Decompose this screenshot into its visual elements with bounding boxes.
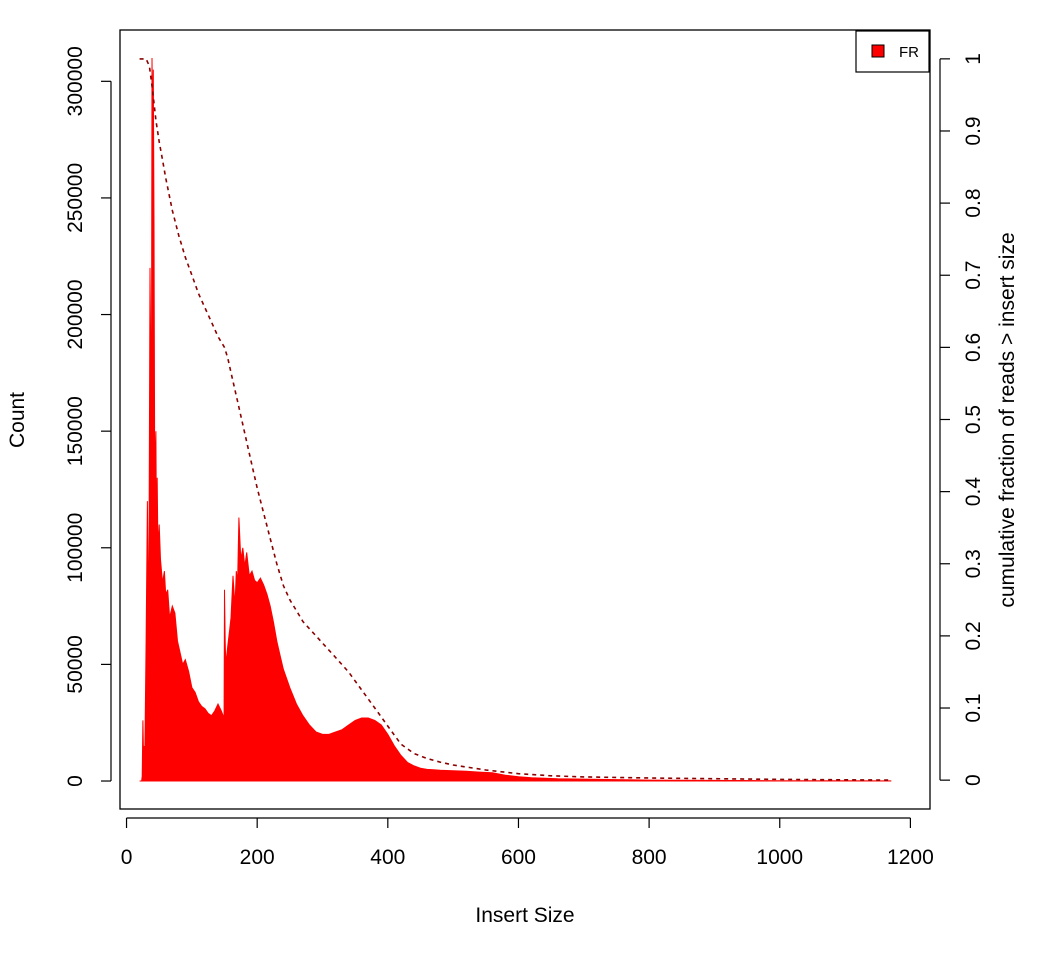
legend-label-fr: FR [899,44,919,61]
y2-tick-label: 0.3 [962,549,985,578]
y-tick-label: 100000 [64,513,87,583]
y-tick-label: 200000 [64,279,87,349]
y2-tick-label: 0.1 [962,693,985,722]
y2-tick-label: 0.6 [962,333,985,362]
plot-layer [139,57,892,782]
y2-axis-title: cumulative fraction of reads > insert si… [996,232,1019,607]
y2-tick-label: 0.2 [962,621,985,650]
y-tick-label: 300000 [64,46,87,116]
y-tick-label: 50000 [64,635,87,693]
x-tick-label: 1200 [887,846,934,869]
legend: FR [855,30,930,73]
y-axis-title: Count [6,392,29,448]
y2-tick-label: 0.5 [962,405,985,434]
x-tick-label: 400 [370,846,405,869]
y-axis-left: 0 50000 100000 150000 200000 250000 300000 [64,46,112,787]
x-tick-label: 800 [632,846,667,869]
x-axis-title: Insert Size [475,904,574,927]
y2-tick-label: 0.9 [962,116,985,145]
histogram-area-fr [139,57,892,782]
y2-tick-label: 0.7 [962,261,985,290]
x-tick-label: 0 [121,846,133,869]
legend-swatch-fr [871,44,885,58]
x-tick-label: 200 [240,846,275,869]
y-axis-right: 0 0.1 0.2 0.3 0.4 0.5 0.6 0.7 0.8 0.9 1 [939,53,985,786]
x-tick-label: 1000 [756,846,803,869]
legend-box [855,30,930,73]
y2-tick-label: 0.8 [962,188,985,217]
y2-tick-label: 1 [962,53,985,65]
plot-frame [119,29,931,810]
y2-tick-label: 0.4 [962,477,985,507]
y-tick-label: 0 [64,775,87,787]
y-tick-label: 250000 [64,163,87,233]
x-axis: 0 200 400 600 800 1000 1200 [121,817,934,869]
x-tick-label: 600 [501,846,536,869]
y2-tick-label: 0 [962,774,985,786]
cumulative-fraction-line [139,58,891,781]
y-tick-label: 150000 [64,396,87,466]
